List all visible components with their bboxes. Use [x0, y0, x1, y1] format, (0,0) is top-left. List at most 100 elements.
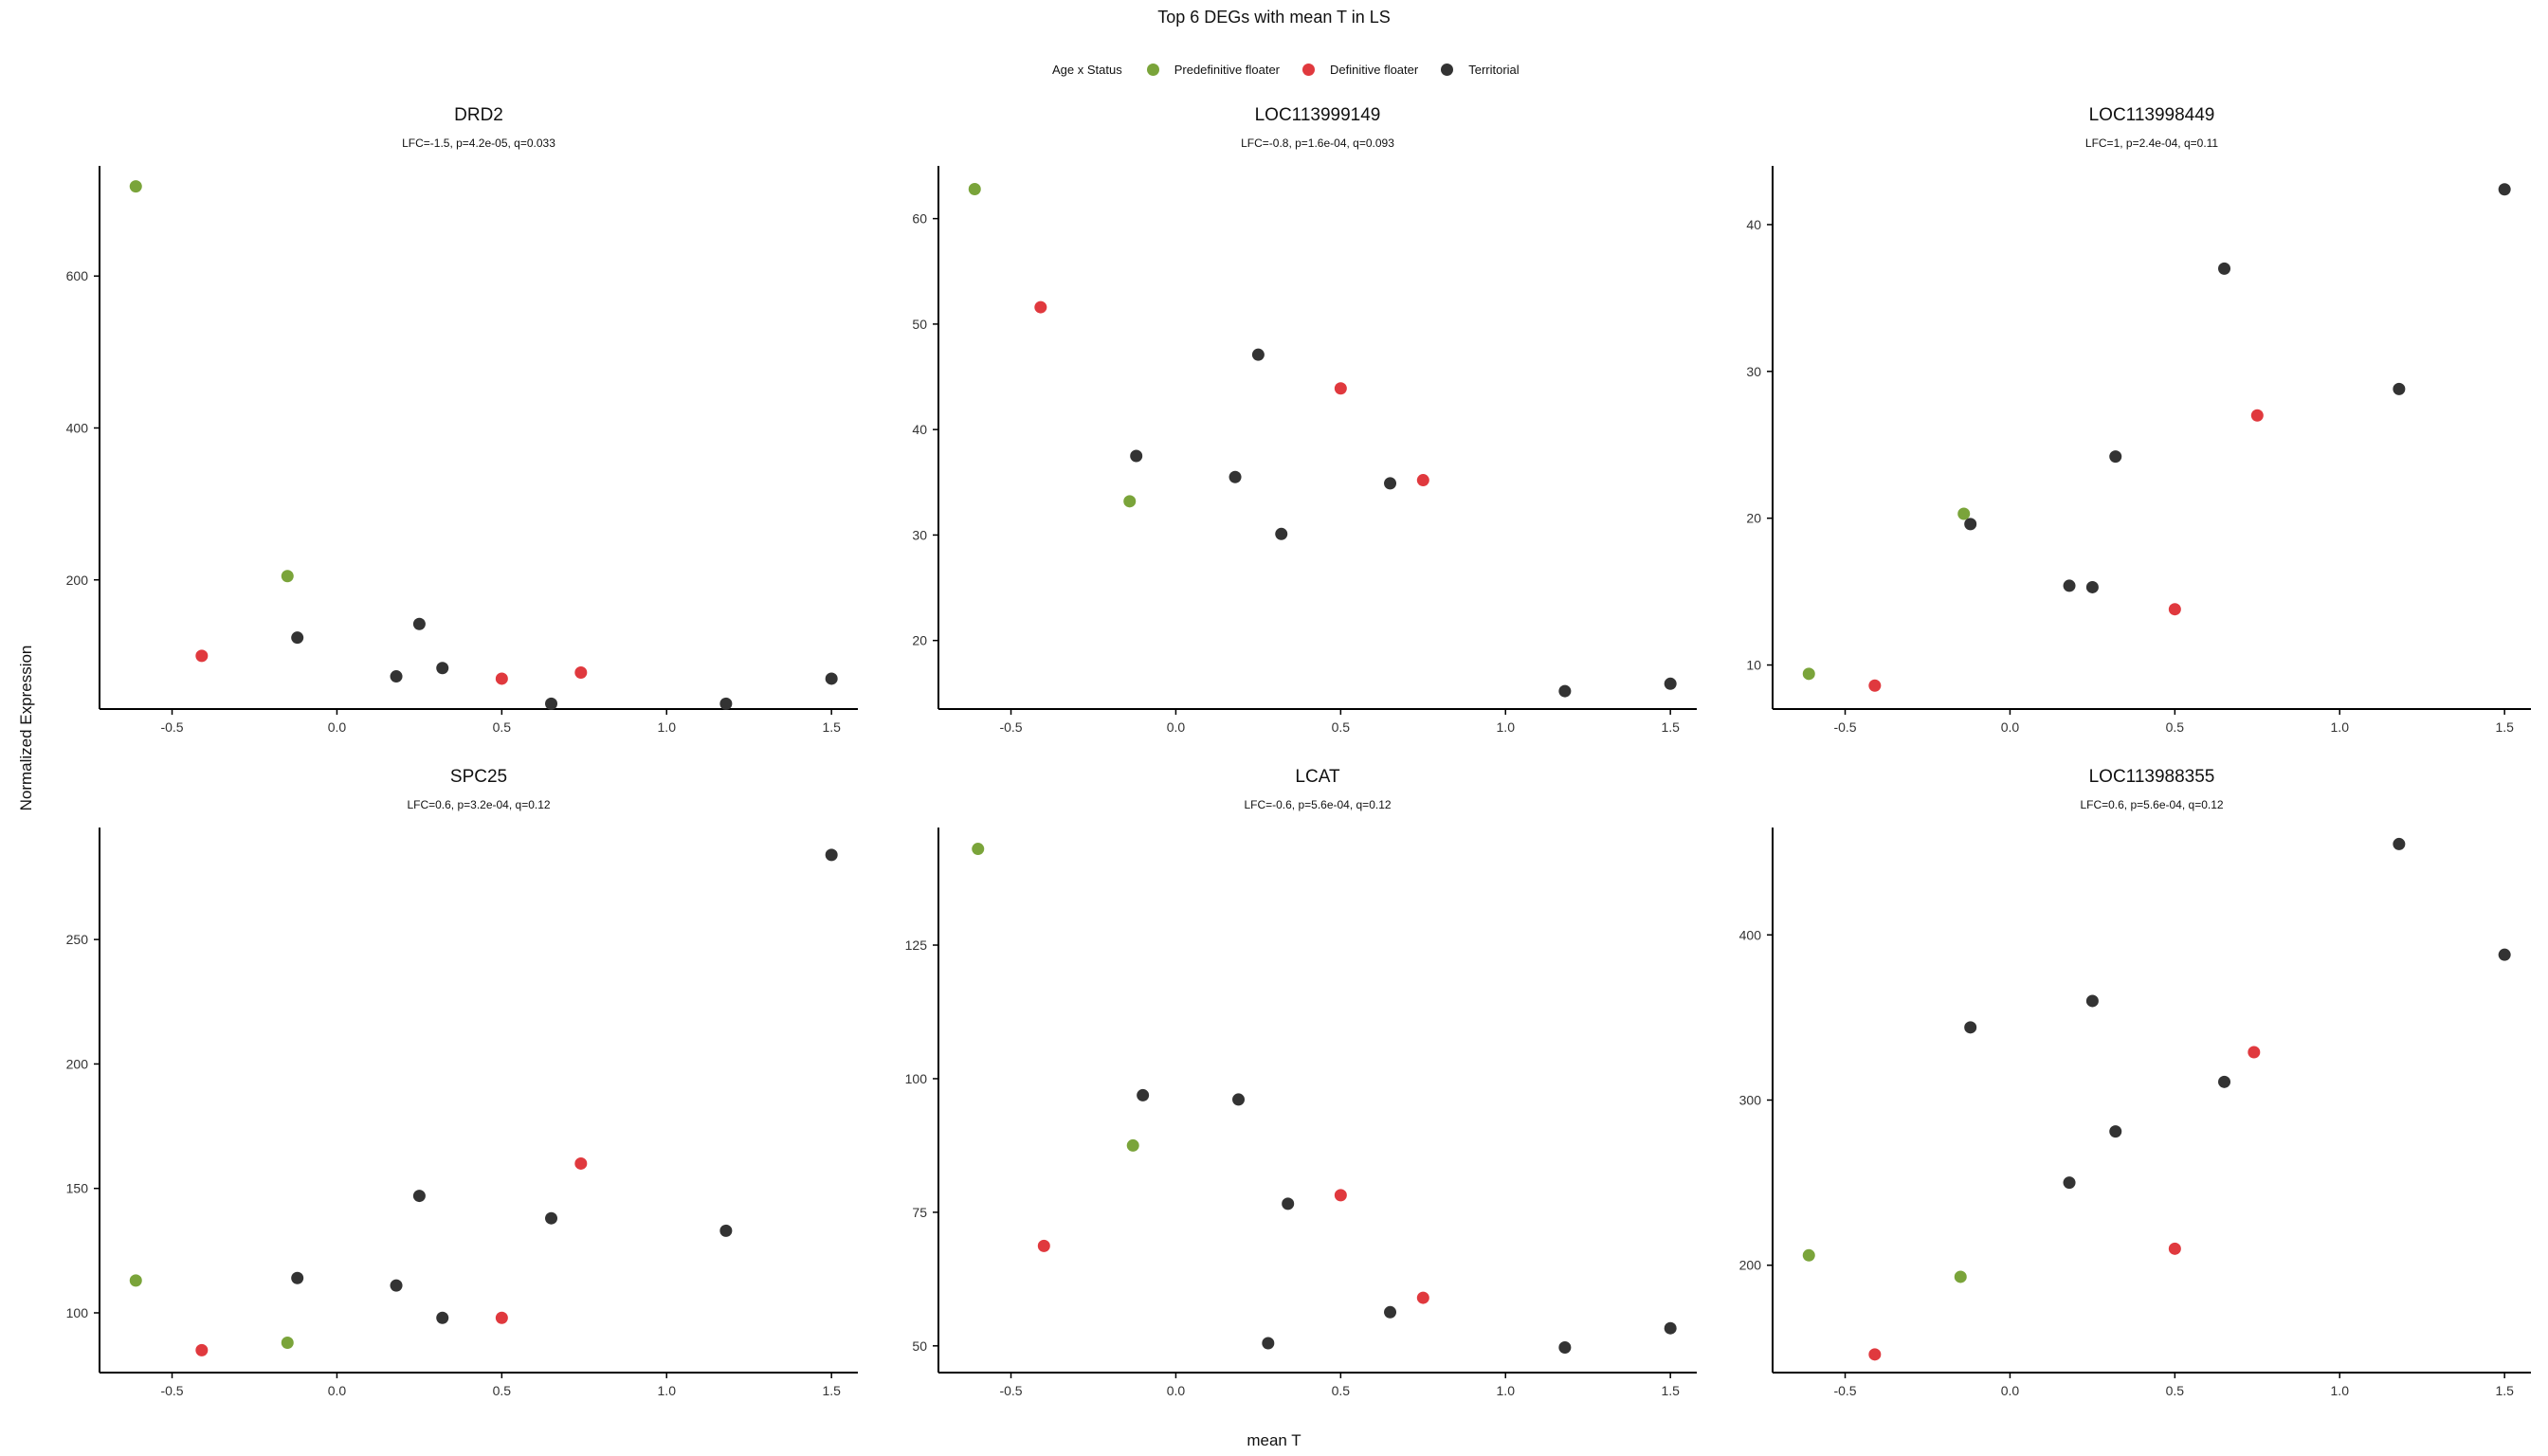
panel-2-title: LOC113999149: [1255, 105, 1381, 125]
panel-5-subtitle: LFC=-0.6, p=5.6e-04, q=0.12: [1244, 798, 1391, 811]
panel-1-x-tick-label-4: 1.5: [822, 719, 841, 735]
panel-3-point-territorial-5: [2218, 262, 2231, 275]
legend: Age x Status Predefinitive floater Defin…: [1052, 59, 1542, 80]
panel-6-point-definitive-floater-2: [2168, 1242, 2181, 1255]
legend-marker-predefinitive-floater: [1146, 63, 1159, 76]
panel-6-y-tick-label-0: 200: [1739, 1258, 1762, 1273]
panel-6-point-territorial-7: [2498, 948, 2511, 961]
panel-5-point-definitive-floater-1: [1037, 1239, 1050, 1252]
panel-2-x-tick-label-0: -0.5: [999, 719, 1022, 735]
panel-4-x-tick-label-2: 0.5: [493, 1383, 512, 1398]
panel-1-point-territorial-5: [545, 697, 558, 710]
panel-3-point-definitive-floater-3: [2250, 409, 2264, 422]
panel-5-y-tick-label-2: 100: [905, 1071, 928, 1086]
panel-3-point-territorial-2: [2063, 579, 2076, 592]
panel-3-point-territorial-6: [2393, 382, 2406, 395]
legend-title: Age x Status: [1052, 62, 1122, 77]
panel-5-point-territorial-6: [1558, 1341, 1572, 1355]
panel-3-x-tick-label-3: 1.0: [2331, 719, 2350, 735]
panel-5-x-tick-label-2: 0.5: [1332, 1383, 1351, 1398]
panel-2-point-definitive-floater-3: [1416, 474, 1429, 487]
panel-4-point-territorial-4: [436, 1311, 449, 1324]
panel-3-title: LOC113998449: [2089, 105, 2215, 125]
panel-2-y-tick-label-4: 60: [912, 211, 927, 227]
panel-2-y-tick-label-1: 30: [912, 527, 927, 542]
panel-6-title: LOC113988355: [2089, 767, 2215, 787]
legend-marker-territorial: [1441, 63, 1454, 76]
panel-6-x-tick-label-4: 1.5: [2495, 1383, 2514, 1398]
panel-4-point-territorial-2: [390, 1279, 403, 1292]
panel-6-y-tick-label-2: 400: [1739, 927, 1762, 942]
panel-2-point-territorial-3: [1251, 348, 1265, 361]
panel-1-point-predefinitive-floater-2: [281, 570, 294, 583]
panel-3-y-tick-label-2: 30: [1746, 364, 1761, 379]
panel-3-x-tick-label-1: 0.0: [2001, 719, 2020, 735]
panel-5-point-territorial-7: [1664, 1321, 1677, 1335]
panel-4-point-predefinitive-floater-1: [129, 1274, 142, 1287]
panel-1-point-territorial-6: [719, 697, 733, 710]
panel-3-point-territorial-3: [2085, 580, 2099, 593]
panel-4-point-territorial-7: [825, 848, 838, 862]
panel-6-point-definitive-floater-1: [1868, 1348, 1882, 1361]
panel-6-point-territorial-6: [2393, 837, 2406, 850]
panel-4-y-tick-label-1: 150: [66, 1181, 89, 1196]
panel-1-point-predefinitive-floater-1: [129, 180, 142, 193]
panel-4-point-territorial-5: [545, 1211, 558, 1225]
panel-6-point-territorial-1: [1964, 1021, 1977, 1034]
legend-label-territorial: Territorial: [1468, 62, 1520, 77]
panel-5-point-territorial-3: [1262, 1337, 1275, 1350]
panel-1-title: DRD2: [454, 105, 503, 125]
panel-2-subtitle: LFC=-0.8, p=1.6e-04, q=0.093: [1241, 136, 1394, 150]
panel-2-point-definitive-floater-2: [1334, 382, 1347, 395]
panel-3-y-tick-label-1: 20: [1746, 511, 1761, 526]
panel-2-point-territorial-6: [1558, 684, 1572, 698]
legend-item-predefinitive-floater: Predefinitive floater: [1146, 62, 1280, 77]
panel-1-point-definitive-floater-3: [574, 666, 588, 680]
panel-1-x-tick-label-0: -0.5: [160, 719, 183, 735]
panel-1-point-territorial-3: [412, 617, 426, 630]
panel-4-point-definitive-floater-3: [574, 1156, 588, 1170]
panel-5-point-territorial-5: [1384, 1305, 1397, 1319]
panel-5-point-predefinitive-floater-1: [972, 843, 985, 856]
panel-4-point-predefinitive-floater-2: [281, 1336, 294, 1349]
panel-3-y-tick-label-0: 10: [1746, 658, 1761, 673]
panel-5-point-predefinitive-floater-2: [1126, 1138, 1139, 1152]
panel-4-y-tick-label-0: 100: [66, 1305, 89, 1320]
panel-5-x-tick-label-1: 0.0: [1167, 1383, 1186, 1398]
legend-label-definitive-floater: Definitive floater: [1330, 62, 1419, 77]
panel-1-x-tick-label-3: 1.0: [658, 719, 677, 735]
panel-6-point-definitive-floater-3: [2248, 1046, 2261, 1059]
panel-4-point-definitive-floater-2: [495, 1311, 508, 1324]
panel-1-point-territorial-4: [436, 662, 449, 675]
panel-5-point-definitive-floater-3: [1416, 1291, 1429, 1304]
legend-item-territorial: Territorial: [1441, 62, 1520, 77]
panel-4-title: SPC25: [450, 767, 507, 787]
panel-2-point-territorial-2: [1228, 470, 1242, 483]
panel-5-point-territorial-1: [1137, 1088, 1150, 1101]
panel-2-point-territorial-1: [1130, 449, 1143, 463]
panel-6-subtitle: LFC=0.6, p=5.6e-04, q=0.12: [2080, 798, 2223, 811]
panel-3-point-definitive-floater-2: [2168, 603, 2181, 616]
legend-label-predefinitive-floater: Predefinitive floater: [1174, 62, 1280, 77]
panel-2-point-predefinitive-floater-1: [968, 182, 981, 195]
legend-item-definitive-floater: Definitive floater: [1302, 63, 1418, 77]
panel-1-x-tick-label-2: 0.5: [493, 719, 512, 735]
panel-2-point-predefinitive-floater-2: [1123, 495, 1137, 508]
panel-1-y-tick-label-2: 600: [66, 268, 89, 283]
panel-3-point-territorial-1: [1964, 518, 1977, 531]
figure-title: Top 6 DEGs with mean T in LS: [1157, 8, 1391, 27]
panel-4-point-definitive-floater-1: [195, 1343, 209, 1356]
panel-1-point-territorial-7: [825, 672, 838, 685]
panel-5-x-tick-label-3: 1.0: [1497, 1383, 1516, 1398]
panel-3-x-tick-label-2: 0.5: [2166, 719, 2185, 735]
panel-2-point-definitive-floater-1: [1034, 300, 1047, 314]
panel-4-x-tick-label-0: -0.5: [160, 1383, 183, 1398]
panel-3-point-predefinitive-floater-2: [1957, 507, 1971, 520]
panel-5-point-territorial-4: [1282, 1197, 1295, 1210]
panel-2-point-territorial-5: [1384, 477, 1397, 490]
panel-5-x-tick-label-0: -0.5: [999, 1383, 1022, 1398]
panel-6-point-territorial-3: [2085, 994, 2099, 1008]
panel-5-x-tick-label-4: 1.5: [1661, 1383, 1680, 1398]
panel-5-point-definitive-floater-2: [1334, 1189, 1347, 1202]
panel-3-point-definitive-floater-1: [1868, 679, 1882, 692]
